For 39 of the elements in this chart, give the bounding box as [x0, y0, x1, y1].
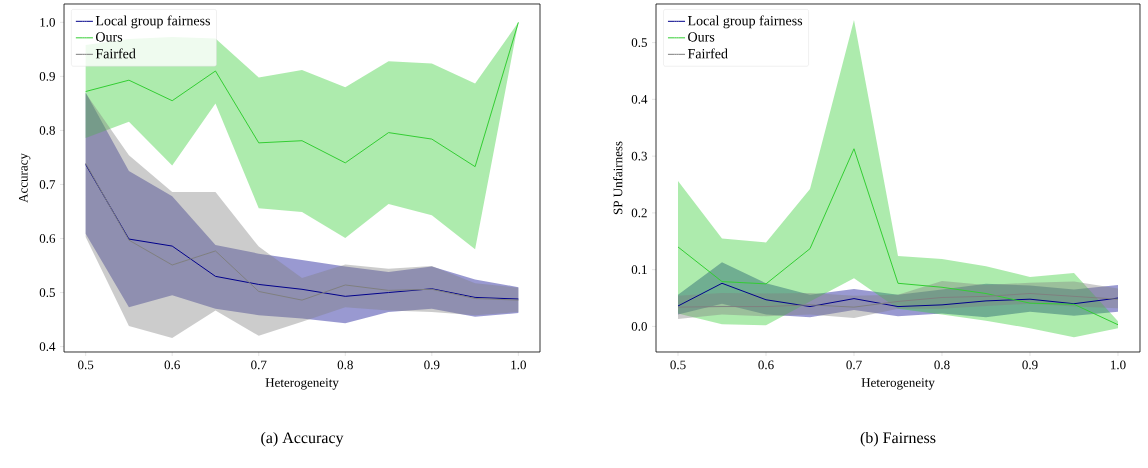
x-tick-label: 0.7 [251, 360, 267, 370]
y-tick-label: 0.4 [39, 342, 56, 351]
x-axis-title: Heterogeneity [265, 378, 339, 390]
y-tick-label: 1.0 [40, 17, 55, 27]
x-tick-label: 0.7 [846, 360, 862, 370]
y-tick-label: 0.3 [631, 151, 647, 161]
x-tick-label: 0.6 [164, 360, 180, 370]
x-tick-label: 0.6 [758, 360, 774, 370]
y-tick-label: 0.1 [631, 265, 647, 275]
y-tick-label: 0.9 [39, 71, 55, 81]
x-tick-label: 0.9 [1022, 360, 1038, 370]
legend-label: Local group fairness [687, 15, 803, 29]
y-tick-label: 0.0 [631, 322, 647, 331]
y-tick-label: 0.6 [39, 234, 56, 243]
y-axis-title: SP Unfairness [613, 141, 623, 215]
line-series [677, 148, 1119, 326]
legend-label: Fairfed [95, 48, 136, 59]
x-axis-title: Heterogeneity [861, 378, 935, 390]
x-tick-label: 0.5 [670, 360, 686, 370]
legend-label: Local group fairness [95, 15, 210, 29]
line-series [677, 282, 1119, 308]
y-axis-title: Accuracy [18, 153, 31, 203]
y-tick-label: 0.5 [39, 288, 55, 297]
text: (a) Accuracy [261, 431, 344, 447]
x-tick-label: 1.0 [511, 360, 526, 370]
legend-label: Fairfed [687, 48, 728, 59]
x-tick-label: 0.8 [934, 360, 950, 370]
legend-label: Ours [688, 32, 715, 42]
text: (b) Fairness [860, 431, 936, 447]
y-tick-label: 0.2 [631, 208, 647, 218]
x-tick-label: 0.8 [337, 360, 353, 370]
y-tick-label: 0.5 [631, 38, 647, 48]
x-tick-label: 0.5 [78, 360, 94, 370]
y-tick-label: 0.4 [631, 94, 648, 104]
x-tick-label: 1.0 [1111, 360, 1126, 370]
y-tick-label: 0.8 [39, 126, 55, 135]
x-tick-label: 0.9 [424, 360, 440, 370]
legend-label: Ours [96, 32, 123, 42]
y-tick-label: 0.7 [39, 180, 56, 189]
